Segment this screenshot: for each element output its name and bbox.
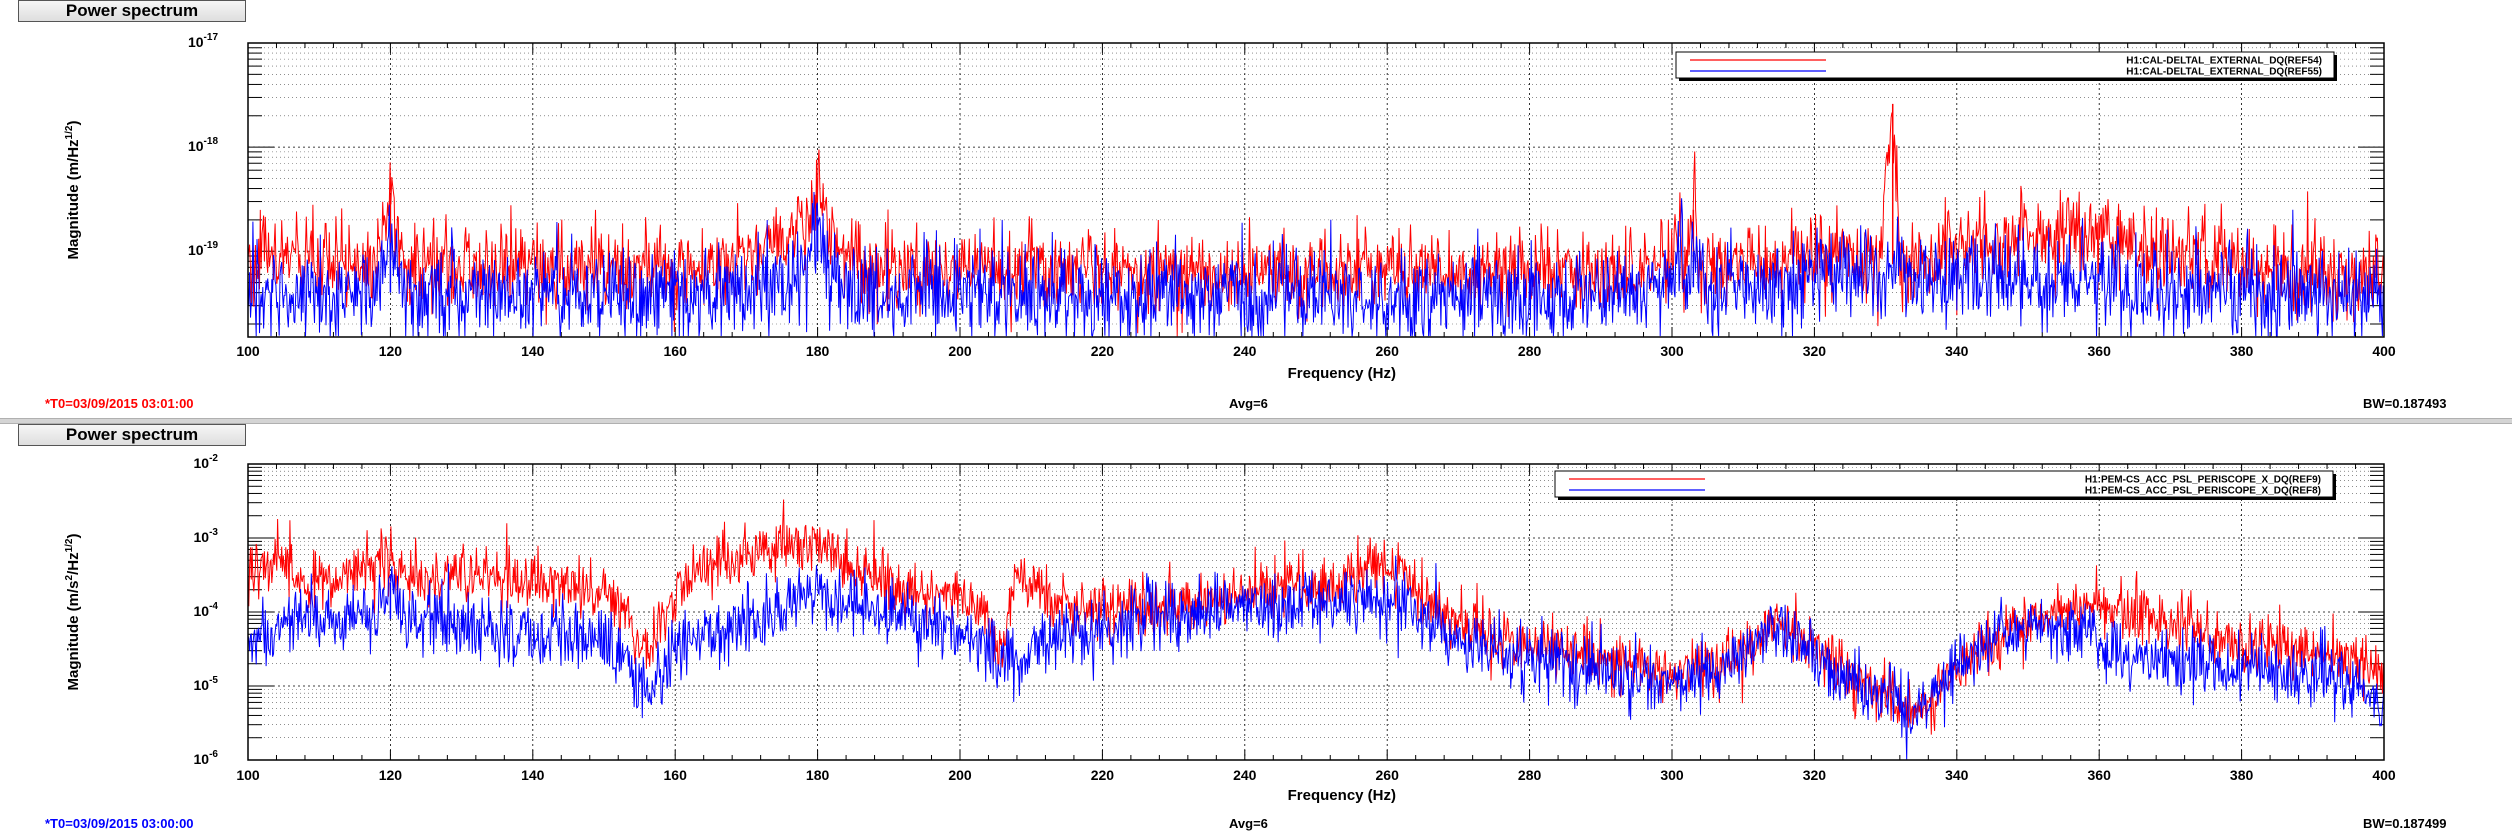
x-tick-label: 100 [236, 343, 260, 359]
y-tick-label: 10-2 [194, 453, 219, 471]
x-tick-label: 240 [1233, 343, 1257, 359]
x-tick-label: 300 [1660, 767, 1684, 783]
t0-timestamp: *T0=03/09/2015 03:01:00 [45, 396, 194, 411]
y-tick-label: 10-5 [194, 675, 219, 693]
y-tick-label: 10-6 [194, 749, 219, 767]
spectrum-panel-1: Power spectrum 100 120 140 160 180 200 220 240 2… [18, 0, 2447, 411]
x-tick-label: 360 [2088, 767, 2112, 783]
x-tick-label: 220 [1091, 767, 1115, 783]
y-axis-title: Magnitude (m/Hz1/2) [64, 121, 82, 260]
x-tick-label: 280 [1518, 343, 1542, 359]
chart-1-svg: 100 120 140 160 180 200 220 240 260 280 300 320 340 3… [64, 32, 2396, 382]
x-tick-label: 140 [521, 343, 545, 359]
x-tick-label: 200 [948, 343, 972, 359]
y-axis-title: Magnitude (m/s2/Hz1/2) [64, 534, 82, 691]
legend-label-2: H1:CAL-DELTAL_EXTERNAL_DQ(REF55) [2126, 67, 2322, 78]
x-axis-title: Frequency (Hz) [1288, 787, 1396, 804]
x-tick-label: 140 [521, 767, 545, 783]
x-tick-label: 320 [1803, 767, 1827, 783]
x-tick-label: 260 [1376, 343, 1400, 359]
average-count: Avg=6 [1229, 396, 1268, 411]
plot-frame [247, 463, 2385, 761]
y-tick-label: 10-18 [188, 136, 218, 154]
average-count: Avg=6 [1229, 816, 1268, 831]
x-tick-label: 160 [664, 767, 688, 783]
y-tick-label: 10-17 [188, 32, 218, 50]
x-tick-label: 100 [236, 767, 260, 783]
spectrum-panel-2: Power spectrum 100 120 140 160 180 200 220 240 2… [0, 424, 2512, 831]
x-tick-label: 200 [948, 767, 972, 783]
x-tick-label: 380 [2230, 767, 2254, 783]
panel-tab-label[interactable]: Power spectrum [18, 424, 246, 446]
y-tick-label: 10-3 [194, 527, 219, 545]
x-tick-label: 240 [1233, 767, 1257, 783]
x-tick-label: 180 [806, 343, 830, 359]
y-tick-label: 10-4 [194, 601, 219, 619]
x-tick-label: 220 [1091, 343, 1115, 359]
legend-label-1: H1:CAL-DELTAL_EXTERNAL_DQ(REF54) [2126, 56, 2322, 67]
series-line-2 [247, 191, 2385, 338]
x-tick-label: 300 [1660, 343, 1684, 359]
legend-label-2: H1:PEM-CS_ACC_PSL_PERISCOPE_X_DQ(REF8) [2085, 486, 2321, 497]
x-tick-label: 280 [1518, 767, 1542, 783]
x-tick-label: 320 [1803, 343, 1827, 359]
x-tick-label: 400 [2372, 343, 2396, 359]
legend-label-1: H1:PEM-CS_ACC_PSL_PERISCOPE_X_DQ(REF9) [2085, 475, 2321, 486]
t0-timestamp: *T0=03/09/2015 03:00:00 [45, 816, 194, 831]
x-tick-label: 380 [2230, 343, 2254, 359]
series-line-2 [247, 555, 2385, 760]
legend[interactable] [1554, 470, 2334, 498]
plot-frame [247, 42, 2385, 338]
x-tick-label: 260 [1376, 767, 1400, 783]
x-tick-label: 340 [1945, 767, 1969, 783]
x-axis-title: Frequency (Hz) [1288, 365, 1396, 382]
panel-tab-label[interactable]: Power spectrum [18, 0, 246, 22]
chart-2-svg: 100 120 140 160 180 200 220 240 260 280 300 320 340 3… [64, 453, 2396, 804]
x-tick-label: 120 [379, 343, 403, 359]
legend[interactable] [1675, 51, 2335, 79]
panel-separator[interactable] [0, 418, 2512, 424]
x-tick-label: 120 [379, 767, 403, 783]
x-tick-label: 340 [1945, 343, 1969, 359]
x-tick-label: 360 [2088, 343, 2112, 359]
y-tick-label: 10-19 [188, 240, 218, 258]
x-tick-label: 400 [2372, 767, 2396, 783]
x-tick-label: 160 [664, 343, 688, 359]
x-tick-label: 180 [806, 767, 830, 783]
bandwidth: BW=0.187499 [2363, 816, 2447, 831]
bandwidth: BW=0.187493 [2363, 396, 2447, 411]
